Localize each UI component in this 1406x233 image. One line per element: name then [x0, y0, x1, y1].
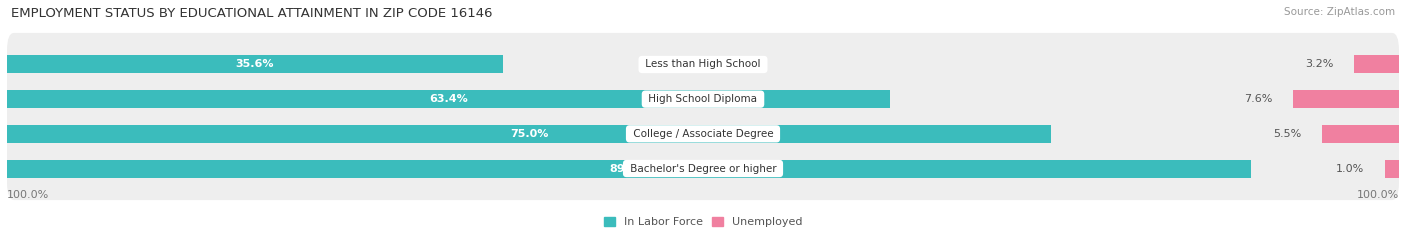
Bar — [7, 125, 1052, 143]
Legend: In Labor Force, Unemployed: In Labor Force, Unemployed — [603, 217, 803, 227]
FancyBboxPatch shape — [7, 33, 1399, 96]
Text: 1.0%: 1.0% — [1336, 164, 1364, 174]
FancyBboxPatch shape — [7, 137, 1399, 200]
FancyBboxPatch shape — [7, 102, 1399, 165]
Bar — [1354, 55, 1399, 73]
Text: EMPLOYMENT STATUS BY EDUCATIONAL ATTAINMENT IN ZIP CODE 16146: EMPLOYMENT STATUS BY EDUCATIONAL ATTAINM… — [11, 7, 492, 20]
Text: 3.2%: 3.2% — [1305, 59, 1333, 69]
Bar — [7, 160, 1251, 178]
Bar — [1385, 160, 1399, 178]
Text: 35.6%: 35.6% — [236, 59, 274, 69]
FancyBboxPatch shape — [7, 68, 1399, 131]
Text: 5.5%: 5.5% — [1274, 129, 1302, 139]
Text: Less than High School: Less than High School — [643, 59, 763, 69]
Text: 100.0%: 100.0% — [7, 190, 49, 200]
Text: 63.4%: 63.4% — [429, 94, 468, 104]
Text: 75.0%: 75.0% — [510, 129, 548, 139]
Bar — [1323, 125, 1399, 143]
Text: Bachelor's Degree or higher: Bachelor's Degree or higher — [627, 164, 779, 174]
Text: College / Associate Degree: College / Associate Degree — [630, 129, 776, 139]
Bar — [7, 90, 890, 108]
Bar — [1294, 90, 1399, 108]
Text: High School Diploma: High School Diploma — [645, 94, 761, 104]
Text: 7.6%: 7.6% — [1244, 94, 1272, 104]
Text: 100.0%: 100.0% — [1357, 190, 1399, 200]
Text: 89.4%: 89.4% — [610, 164, 648, 174]
Bar — [7, 55, 502, 73]
Text: Source: ZipAtlas.com: Source: ZipAtlas.com — [1284, 7, 1395, 17]
